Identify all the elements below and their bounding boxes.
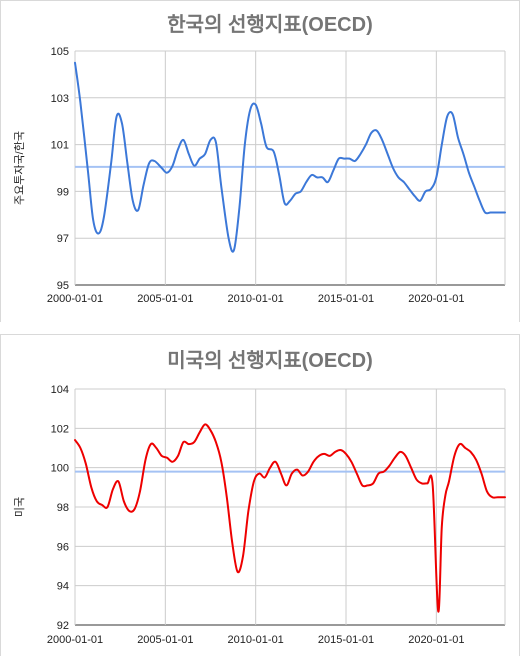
- y-tick-label: 104: [51, 384, 69, 396]
- y-tick-label: 92: [57, 620, 69, 632]
- y-tick-label: 95: [57, 280, 69, 292]
- chart-title: 한국의 선행지표(OECD): [167, 13, 372, 36]
- series-line: [74, 61, 506, 253]
- y-tick-label: 101: [51, 140, 69, 152]
- x-tick-label: 2010-01-01: [228, 293, 284, 305]
- x-tick-label: 2015-01-01: [318, 634, 374, 646]
- korea-chart-panel: 한국의 선행지표(OECD) 95 97 99 101 103 105 2000-01-01 2…: [0, 0, 520, 322]
- y-tick-label: 97: [57, 233, 69, 245]
- y-axis-label: 미국: [13, 497, 26, 517]
- x-tick-label: 2010-01-01: [228, 634, 284, 646]
- y-tick-label: 96: [57, 541, 69, 553]
- y-tick-label: 100: [51, 463, 69, 475]
- us-chart-panel: 미국의 선행지표(OECD) 92 94 96 98 100 102 104 2000-01-0…: [0, 334, 520, 656]
- x-tick-label: 2020-01-01: [408, 634, 464, 646]
- x-tick-label: 2005-01-01: [137, 634, 193, 646]
- x-tick-label: 2000-01-01: [47, 293, 103, 305]
- y-axis-label: 주요투자국/한국: [13, 131, 26, 205]
- y-tick-label: 105: [51, 46, 69, 58]
- chart-title: 미국의 선행지표(OECD): [167, 349, 372, 372]
- y-tick-label: 99: [57, 186, 69, 198]
- y-tick-label: 102: [51, 423, 69, 435]
- x-tick-label: 2000-01-01: [47, 634, 103, 646]
- chart-divider: [0, 322, 520, 334]
- x-tick-label: 2005-01-01: [137, 293, 193, 305]
- us-leading-indicator-chart: 미국의 선행지표(OECD) 92 94 96 98 100 102 104 2000-01-0…: [13, 349, 506, 646]
- y-tick-label: 98: [57, 502, 69, 514]
- series-line: [74, 423, 506, 613]
- x-tick-label: 2020-01-01: [408, 293, 464, 305]
- x-tick-label: 2015-01-01: [318, 293, 374, 305]
- y-tick-label: 94: [57, 581, 69, 593]
- y-tick-label: 103: [51, 93, 69, 105]
- korea-leading-indicator-chart: 한국의 선행지표(OECD) 95 97 99 101 103 105 2000-01-01 2…: [13, 13, 506, 305]
